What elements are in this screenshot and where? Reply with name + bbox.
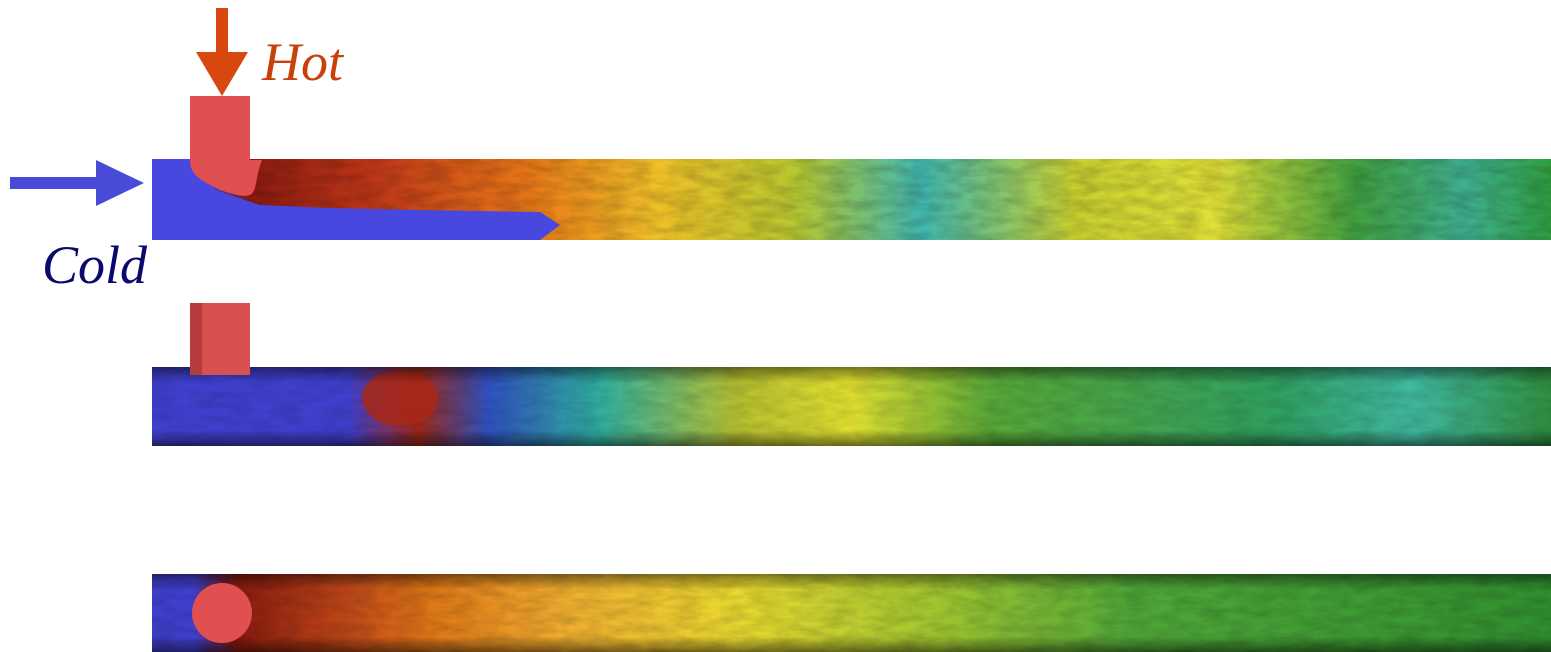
figure: Hot Cold [0, 0, 1551, 652]
pipe-3d [152, 303, 1551, 446]
pipe-section [152, 96, 1551, 240]
pipe-shading [152, 574, 1551, 652]
hot-arrow-head [196, 52, 248, 96]
page: Hot Cold (() => { const data = JSON.pars… [0, 0, 1551, 652]
pipe-top-view [152, 574, 1551, 652]
hot-arrow-shaft [216, 8, 228, 54]
cold-arrow-shaft [10, 177, 100, 189]
cylinder-shade [190, 303, 202, 375]
pipe-shading [152, 367, 1551, 446]
cold-arrow-head [96, 160, 144, 206]
hot-inlet-circle [192, 583, 252, 643]
hot-label: Hot [261, 32, 345, 92]
cold-label: Cold [42, 235, 148, 295]
